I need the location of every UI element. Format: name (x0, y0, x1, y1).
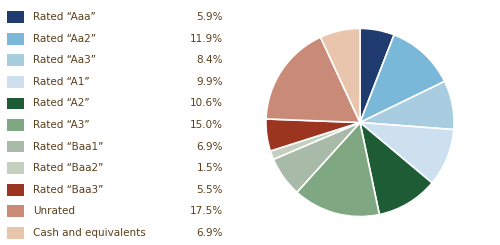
Text: Rated “A3”: Rated “A3” (34, 120, 90, 130)
Wedge shape (266, 119, 360, 151)
Text: Rated “A2”: Rated “A2” (34, 98, 90, 108)
Text: Cash and equivalents: Cash and equivalents (34, 228, 146, 238)
Bar (7, 141, 24, 152)
Text: Rated “Baa1”: Rated “Baa1” (34, 142, 103, 151)
Bar (7, 33, 24, 45)
Text: 15.0%: 15.0% (190, 120, 223, 130)
Text: 8.4%: 8.4% (196, 55, 223, 65)
Text: 5.9%: 5.9% (196, 12, 223, 22)
Text: Unrated: Unrated (34, 206, 76, 216)
Wedge shape (274, 122, 360, 192)
Wedge shape (360, 35, 444, 122)
Text: 6.9%: 6.9% (196, 228, 223, 238)
Bar (7, 119, 24, 131)
Bar (7, 76, 24, 88)
Text: 11.9%: 11.9% (190, 34, 223, 44)
Text: Rated “Aa3”: Rated “Aa3” (34, 55, 96, 65)
Text: Rated “A1”: Rated “A1” (34, 77, 90, 87)
Wedge shape (266, 37, 360, 122)
Text: 1.5%: 1.5% (196, 163, 223, 173)
Text: 17.5%: 17.5% (190, 206, 223, 216)
Wedge shape (360, 81, 454, 130)
Text: 10.6%: 10.6% (190, 98, 223, 108)
Text: Rated “Baa2”: Rated “Baa2” (34, 163, 103, 173)
Text: Rated “Aaa”: Rated “Aaa” (34, 12, 96, 22)
Wedge shape (270, 122, 360, 159)
Text: Rated “Aa2”: Rated “Aa2” (34, 34, 96, 44)
Wedge shape (360, 28, 394, 122)
Bar (7, 54, 24, 66)
Bar (7, 11, 24, 23)
Wedge shape (320, 28, 360, 122)
Wedge shape (360, 122, 454, 183)
Text: 5.5%: 5.5% (196, 185, 223, 195)
Text: 6.9%: 6.9% (196, 142, 223, 151)
Bar (7, 205, 24, 217)
Bar (7, 162, 24, 174)
Text: Rated “Baa3”: Rated “Baa3” (34, 185, 103, 195)
Bar (7, 184, 24, 196)
Wedge shape (297, 122, 380, 217)
Bar (7, 98, 24, 109)
Wedge shape (360, 122, 432, 215)
Bar (7, 227, 24, 239)
Text: 9.9%: 9.9% (196, 77, 223, 87)
